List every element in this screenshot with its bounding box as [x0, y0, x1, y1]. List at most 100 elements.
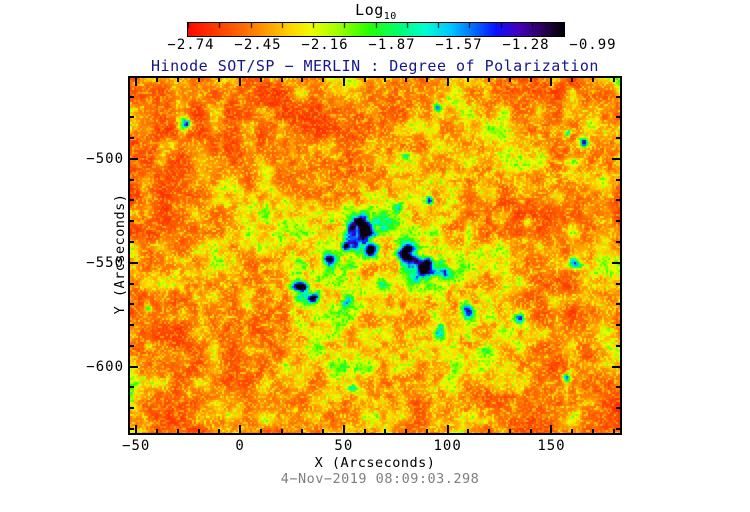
axis-tick [130, 303, 134, 305]
colorbar-tick-label: −1.28 [502, 37, 550, 53]
axis-tick [616, 96, 620, 98]
axis-tick [343, 78, 345, 86]
axis-tick [260, 78, 262, 82]
axis-tick [322, 78, 324, 82]
axis-tick [616, 116, 620, 118]
axis-tick [592, 78, 594, 82]
axis-tick [488, 78, 490, 82]
axis-tick [616, 428, 620, 430]
axis-tick [616, 137, 620, 139]
colorbar-tick-label: −2.74 [167, 37, 215, 53]
colorbar-gradient [187, 22, 565, 37]
axis-tick [322, 429, 324, 433]
axis-tick [130, 96, 134, 98]
axis-tick [612, 158, 620, 160]
axis-tick [592, 429, 594, 433]
colorbar-title: Log10 [188, 1, 564, 22]
axis-tick [135, 78, 137, 86]
axis-tick [130, 386, 134, 388]
colorbar-tick-label: −1.57 [435, 37, 483, 53]
axis-tick [364, 429, 366, 433]
axis-tick [550, 425, 552, 433]
axis-tick [405, 429, 407, 433]
y-axis-label: Y (Arcseconds) [112, 193, 128, 315]
axis-tick [613, 78, 615, 82]
axis-tick [156, 78, 158, 82]
colorbar-title-base: Log [355, 1, 384, 19]
axis-tick [447, 78, 449, 86]
axis-tick [613, 429, 615, 433]
x-tick-label: −50 [122, 438, 151, 454]
timestamp-caption: 4−Nov−2019 08:09:03.298 [280, 471, 480, 487]
axis-tick [616, 220, 620, 222]
axis-tick [530, 429, 532, 433]
axis-tick [130, 283, 134, 285]
axis-tick [130, 407, 134, 409]
axis-tick [130, 137, 134, 139]
axis-tick [130, 241, 134, 243]
axis-tick [198, 78, 200, 82]
colorbar-title-subscript: 10 [383, 11, 397, 22]
y-tick-label: −600 [86, 358, 124, 375]
axis-tick [612, 262, 620, 264]
axis-tick [135, 425, 137, 433]
colorbar-tick-labels: −2.74 −2.45 −2.16 −1.87 −1.57 −1.28 −0.99 [158, 37, 620, 53]
x-tick-label: 150 [537, 438, 566, 454]
x-tick-label: 50 [334, 438, 354, 454]
axis-tick [130, 345, 134, 347]
axis-tick [130, 366, 138, 368]
y-tick-label: −550 [86, 254, 124, 271]
axis-tick [260, 429, 262, 433]
x-tick-label: 100 [433, 438, 462, 454]
colorbar-tick-label: −0.99 [569, 37, 617, 53]
heatmap-canvas [130, 78, 620, 433]
axis-tick [616, 386, 620, 388]
axis-tick [612, 366, 620, 368]
axis-tick [130, 199, 134, 201]
axis-tick [218, 429, 220, 433]
axis-tick [130, 428, 134, 430]
axis-tick [239, 78, 241, 86]
axis-tick [343, 425, 345, 433]
axis-tick [530, 78, 532, 82]
axis-tick [156, 429, 158, 433]
colorbar-tick-label: −1.87 [368, 37, 416, 53]
colorbar-tick-label: −2.45 [234, 37, 282, 53]
axis-tick [130, 324, 134, 326]
axis-tick [447, 425, 449, 433]
axis-tick [218, 78, 220, 82]
axis-tick [130, 116, 134, 118]
axis-tick [281, 78, 283, 82]
axis-tick [426, 429, 428, 433]
axis-tick [616, 345, 620, 347]
axis-tick [130, 179, 134, 181]
plot-title: Hinode SOT/SP − MERLIN : Degree of Polar… [151, 57, 599, 75]
axis-tick [239, 425, 241, 433]
axis-tick [130, 220, 134, 222]
axis-tick [616, 241, 620, 243]
axis-tick [467, 429, 469, 433]
axis-tick [467, 78, 469, 82]
axis-tick [130, 158, 138, 160]
axis-tick [616, 199, 620, 201]
axis-tick [509, 78, 511, 82]
axis-tick [281, 429, 283, 433]
axis-tick [364, 78, 366, 82]
axis-tick [509, 429, 511, 433]
axis-tick [616, 179, 620, 181]
x-tick-label: 0 [235, 438, 245, 454]
x-axis-label: X (Arcseconds) [314, 455, 436, 471]
axis-tick [405, 78, 407, 82]
axis-tick [198, 429, 200, 433]
axis-tick [571, 429, 573, 433]
axis-tick [426, 78, 428, 82]
y-tick-label: −500 [86, 150, 124, 167]
axis-tick [177, 78, 179, 82]
axis-tick [130, 262, 138, 264]
axis-tick [384, 429, 386, 433]
axis-tick [571, 78, 573, 82]
axis-tick [550, 78, 552, 86]
axis-tick [177, 429, 179, 433]
axis-tick [488, 429, 490, 433]
